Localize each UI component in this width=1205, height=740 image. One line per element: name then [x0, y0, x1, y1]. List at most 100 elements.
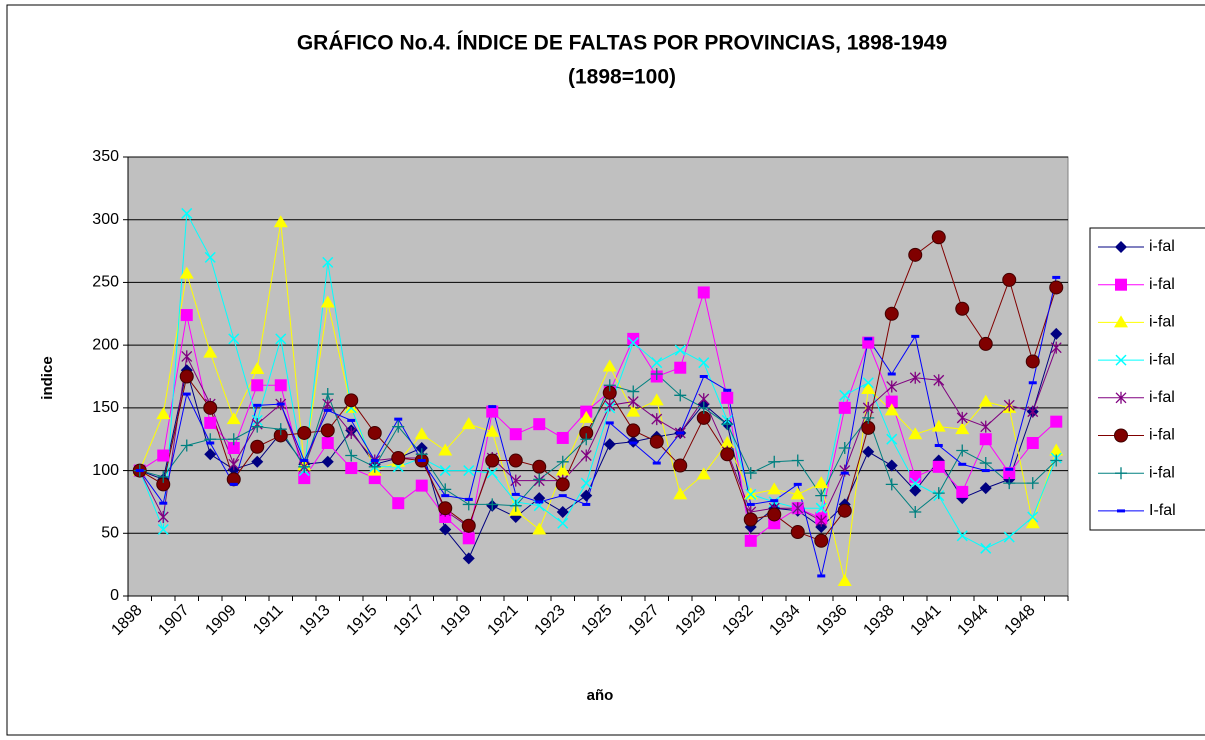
- marker: [862, 377, 874, 389]
- marker: [228, 333, 240, 345]
- marker: [345, 426, 357, 439]
- marker: [485, 453, 500, 468]
- marker: [486, 498, 499, 511]
- marker: [347, 418, 356, 422]
- marker: [181, 207, 193, 219]
- x-axis-label: año: [587, 687, 614, 704]
- marker: [439, 523, 452, 536]
- marker: [723, 388, 732, 392]
- marker: [509, 499, 522, 512]
- marker: [696, 467, 711, 480]
- marker: [250, 361, 265, 374]
- marker: [1028, 381, 1037, 385]
- marker: [791, 454, 804, 467]
- marker: [182, 392, 191, 396]
- series-line: [139, 211, 1057, 549]
- marker: [179, 266, 194, 279]
- marker: [627, 385, 640, 398]
- marker: [485, 424, 500, 437]
- marker: [840, 471, 849, 475]
- marker: [1003, 477, 1016, 490]
- marker: [227, 433, 240, 446]
- marker: [203, 400, 218, 415]
- marker: [204, 251, 216, 263]
- marker: [321, 436, 334, 449]
- marker: [932, 487, 945, 500]
- marker: [508, 453, 523, 468]
- marker: [557, 517, 569, 529]
- marker: [603, 438, 616, 451]
- y-axis-label: indice: [39, 356, 56, 399]
- marker: [392, 420, 405, 433]
- marker: [1027, 511, 1039, 523]
- marker: [745, 488, 757, 500]
- marker: [464, 497, 473, 501]
- marker: [297, 425, 312, 440]
- marker: [322, 398, 334, 411]
- marker: [159, 501, 168, 505]
- marker: [368, 460, 381, 473]
- legend: i-fal i-fal i-fal i-fal i-fal i-fal i-fal I-fal: [1089, 227, 1205, 531]
- y-tick-label: 350: [92, 148, 119, 165]
- marker: [580, 433, 593, 446]
- marker: [629, 441, 638, 445]
- marker: [932, 460, 945, 473]
- marker: [815, 514, 827, 527]
- marker: [438, 443, 453, 456]
- marker: [697, 401, 710, 414]
- marker: [394, 417, 403, 421]
- marker: [676, 431, 685, 435]
- legend-marker: [1115, 241, 1127, 253]
- marker: [652, 461, 661, 465]
- marker: [367, 425, 382, 440]
- marker: [462, 552, 475, 565]
- marker: [320, 423, 335, 438]
- plot-area: [127, 156, 1069, 597]
- legend-label: i-fal: [1149, 314, 1175, 331]
- marker: [981, 469, 990, 473]
- marker: [862, 411, 875, 424]
- marker: [651, 357, 663, 369]
- marker: [582, 502, 591, 506]
- legend-label: i-fal: [1149, 238, 1175, 255]
- marker: [909, 484, 922, 497]
- marker: [792, 502, 804, 515]
- marker: [251, 420, 264, 433]
- marker: [417, 459, 426, 463]
- legend-label: i-fal: [1149, 427, 1175, 444]
- marker: [535, 500, 544, 504]
- marker: [909, 477, 921, 489]
- marker: [438, 501, 453, 516]
- marker: [651, 413, 663, 426]
- legend-box: [1089, 227, 1205, 531]
- marker: [441, 494, 450, 498]
- marker: [602, 359, 617, 372]
- marker: [274, 379, 287, 392]
- marker: [720, 435, 735, 448]
- marker: [555, 477, 570, 492]
- marker: [181, 350, 193, 363]
- marker: [509, 428, 522, 441]
- marker: [627, 337, 639, 349]
- marker: [1025, 516, 1040, 529]
- marker: [415, 479, 428, 492]
- legend-label: I-fal: [1149, 502, 1176, 519]
- marker: [157, 510, 169, 523]
- marker: [370, 459, 379, 463]
- marker: [1050, 327, 1063, 340]
- marker: [979, 433, 992, 446]
- marker: [1026, 436, 1039, 449]
- marker: [768, 455, 781, 468]
- marker: [885, 478, 898, 491]
- marker: [767, 482, 782, 495]
- marker: [909, 371, 921, 384]
- y-tick-label: 100: [92, 462, 119, 479]
- marker: [580, 489, 593, 502]
- marker: [673, 487, 688, 500]
- legend-marker: [1115, 278, 1127, 291]
- marker: [157, 523, 169, 536]
- marker: [1005, 467, 1014, 471]
- marker: [415, 441, 428, 454]
- marker: [1050, 415, 1063, 428]
